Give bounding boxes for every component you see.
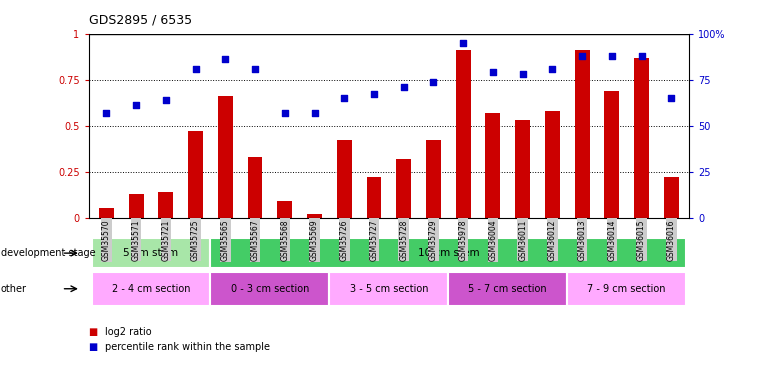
Point [368, 92, 380, 98]
Text: GSM35729: GSM35729 [429, 219, 438, 261]
Text: GSM35567: GSM35567 [250, 219, 259, 261]
Point [308, 110, 320, 116]
Text: GSM35568: GSM35568 [280, 219, 290, 261]
Point [517, 71, 529, 77]
Text: GSM36011: GSM36011 [518, 219, 527, 261]
Text: GSM36012: GSM36012 [548, 219, 557, 261]
Point [487, 69, 499, 75]
Text: 5 cm stem: 5 cm stem [123, 248, 179, 258]
Point [397, 84, 410, 90]
Point [189, 66, 202, 72]
Point [606, 53, 618, 59]
Text: other: other [1, 284, 27, 294]
Text: log2 ratio: log2 ratio [105, 327, 152, 337]
Point [546, 66, 558, 72]
Bar [188, 131, 203, 218]
Text: GSM35725: GSM35725 [191, 219, 200, 261]
Text: 10 cm stem: 10 cm stem [417, 248, 479, 258]
Bar [426, 140, 441, 218]
Text: 5 - 7 cm section: 5 - 7 cm section [468, 284, 547, 294]
Bar [545, 111, 560, 218]
Bar [218, 96, 233, 218]
Bar [99, 209, 114, 218]
Point [457, 40, 470, 46]
Text: GSM36016: GSM36016 [667, 219, 676, 261]
Text: GSM35978: GSM35978 [459, 219, 467, 261]
Bar [456, 50, 470, 217]
Text: GSM35721: GSM35721 [162, 219, 170, 261]
Text: 2 - 4 cm section: 2 - 4 cm section [112, 284, 190, 294]
Text: GSM36013: GSM36013 [578, 219, 587, 261]
Bar [248, 157, 263, 218]
Bar [336, 140, 352, 218]
Bar [574, 50, 590, 217]
Bar [307, 214, 322, 217]
Bar [330, 272, 448, 306]
Text: ■: ■ [89, 327, 101, 337]
Point [338, 95, 350, 101]
Point [159, 97, 172, 103]
Text: GSM35570: GSM35570 [102, 219, 111, 261]
Text: GSM35571: GSM35571 [132, 219, 141, 261]
Point [219, 57, 232, 63]
Text: GSM36014: GSM36014 [608, 219, 616, 261]
Text: GSM35728: GSM35728 [399, 219, 408, 261]
Bar [515, 120, 530, 218]
Text: GDS2895 / 6535: GDS2895 / 6535 [89, 13, 192, 26]
Point [576, 53, 588, 59]
Text: GSM35565: GSM35565 [221, 219, 229, 261]
Bar [664, 177, 678, 218]
Bar [210, 272, 330, 306]
Point [665, 95, 678, 101]
Text: development stage: development stage [1, 248, 95, 258]
Bar [634, 58, 649, 217]
Text: GSM35727: GSM35727 [370, 219, 379, 261]
Point [279, 110, 291, 116]
Text: 0 - 3 cm section: 0 - 3 cm section [231, 284, 309, 294]
Text: GSM35569: GSM35569 [310, 219, 319, 261]
Text: 7 - 9 cm section: 7 - 9 cm section [588, 284, 666, 294]
Bar [567, 272, 686, 306]
Point [427, 78, 440, 84]
Bar [367, 177, 381, 218]
Bar [448, 272, 567, 306]
Text: GSM36004: GSM36004 [488, 219, 497, 261]
Text: ■: ■ [89, 342, 101, 352]
Text: percentile rank within the sample: percentile rank within the sample [105, 342, 270, 352]
Bar [485, 113, 501, 218]
Bar [159, 192, 173, 217]
Point [635, 53, 648, 59]
Point [130, 102, 142, 108]
Bar [129, 194, 143, 217]
Text: GSM35726: GSM35726 [340, 219, 349, 261]
Bar [604, 91, 619, 218]
Bar [92, 272, 210, 306]
Text: GSM36015: GSM36015 [637, 219, 646, 261]
Point [100, 110, 112, 116]
Text: 3 - 5 cm section: 3 - 5 cm section [350, 284, 428, 294]
Bar [92, 238, 210, 268]
Bar [397, 159, 411, 218]
Bar [210, 238, 686, 268]
Point [249, 66, 261, 72]
Bar [277, 201, 293, 217]
